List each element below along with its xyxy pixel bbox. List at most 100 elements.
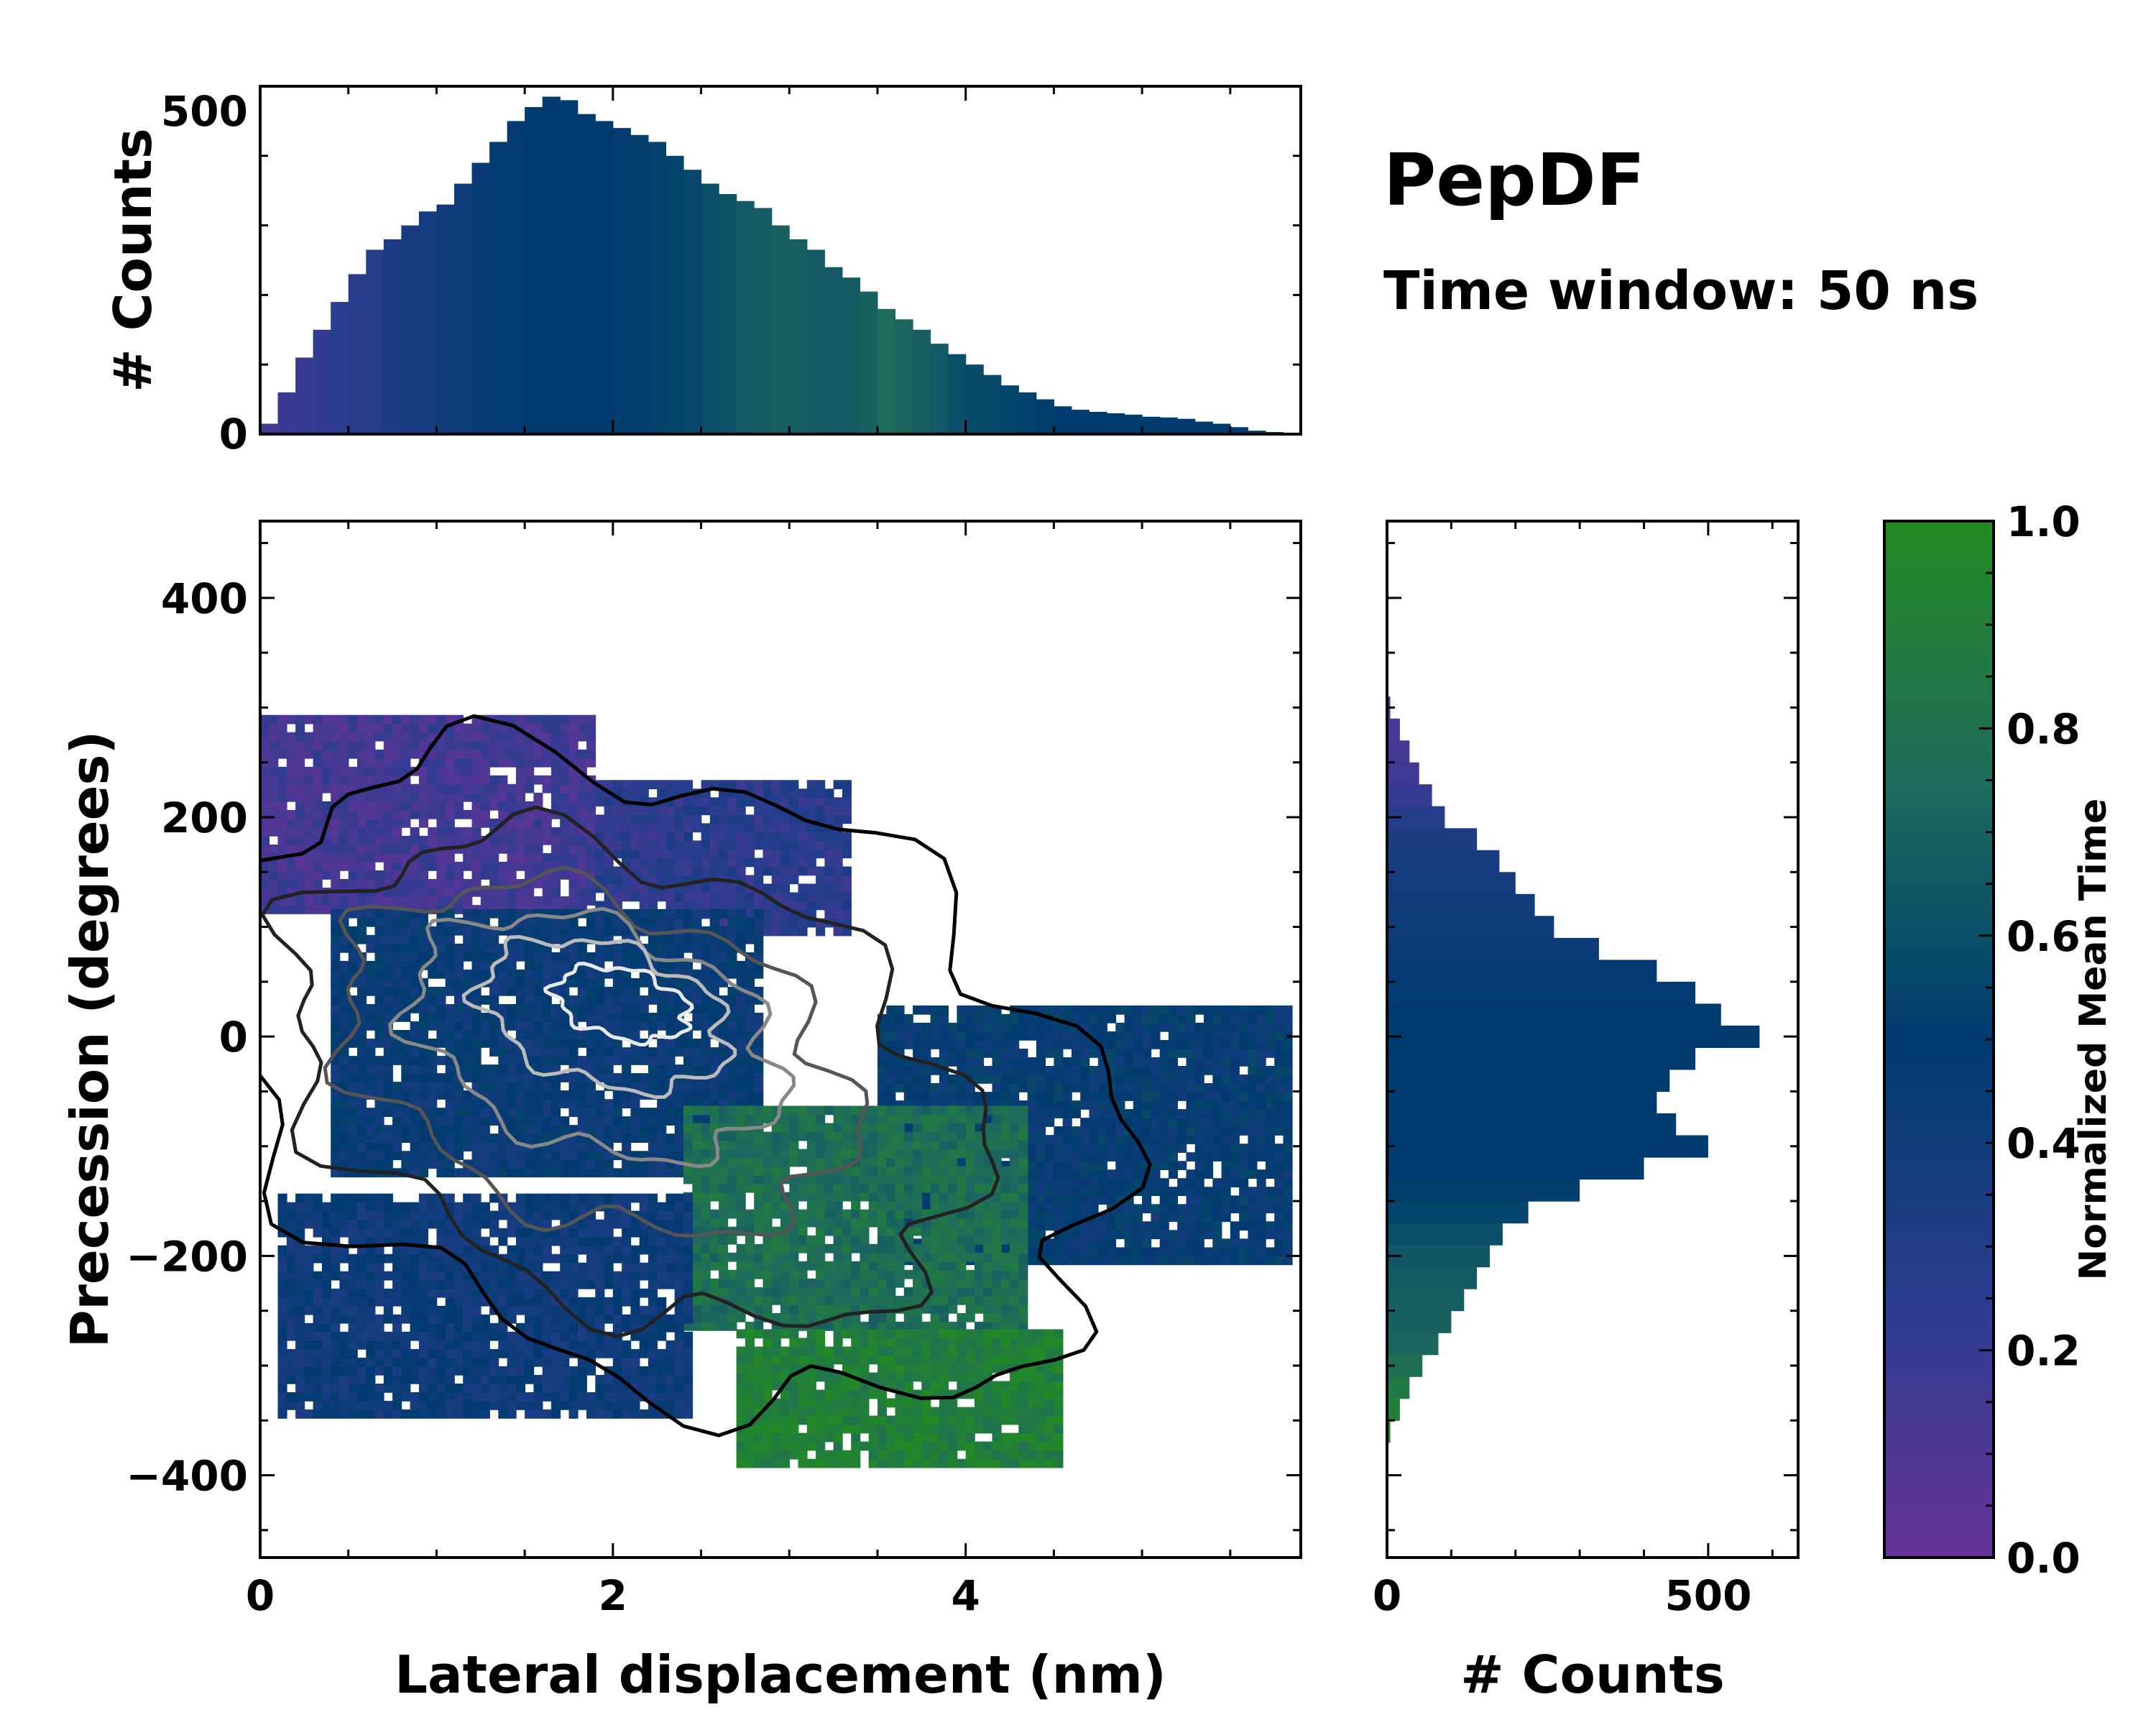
heatmap-cell: [577, 943, 587, 953]
heatmap-cell: [798, 1131, 808, 1141]
heatmap-cell: [533, 1021, 543, 1031]
heatmap-cell: [833, 1149, 843, 1159]
heatmap-cell: [471, 1099, 482, 1108]
heatmap-cell: [860, 1157, 870, 1167]
heatmap-cell: [260, 827, 270, 837]
heatmap-cell: [903, 1022, 913, 1032]
top-histogram-bar: [418, 211, 437, 434]
heatmap-cell: [1080, 1075, 1090, 1084]
heatmap-cell: [798, 849, 808, 859]
heatmap-cell: [886, 1252, 896, 1262]
heatmap-cell: [665, 1108, 676, 1117]
heatmap-cell: [612, 1056, 622, 1065]
heatmap-cell: [260, 801, 270, 811]
heatmap-cell: [816, 1226, 826, 1236]
heatmap-cell: [701, 832, 711, 842]
heatmap-cell: [868, 1149, 878, 1159]
heatmap-cell: [833, 901, 843, 911]
heatmap-cell: [895, 1200, 905, 1210]
heatmap-cell: [1274, 1144, 1284, 1153]
heatmap-cell: [560, 1090, 570, 1100]
heatmap-cell: [727, 1312, 737, 1322]
heatmap-cell: [877, 1140, 888, 1150]
heatmap-cell: [939, 1218, 949, 1228]
heatmap-cell: [806, 1183, 816, 1193]
heatmap-cell: [1204, 1066, 1214, 1075]
heatmap-cell: [745, 1166, 755, 1176]
heatmap-cell: [780, 849, 791, 859]
heatmap-cell: [1089, 1169, 1099, 1179]
heatmap-cell: [665, 780, 676, 790]
heatmap-cell: [780, 1304, 791, 1314]
heatmap-cell: [1221, 1092, 1231, 1101]
heatmap-cell: [975, 1218, 985, 1228]
heatmap-cell: [595, 908, 605, 919]
heatmap-cell: [903, 1312, 913, 1322]
heatmap-cell: [392, 896, 402, 906]
heatmap-cell: [1027, 1031, 1037, 1041]
heatmap-cell: [1036, 1213, 1046, 1223]
heatmap-cell: [1151, 1144, 1161, 1153]
heatmap-cell: [657, 1064, 667, 1074]
heatmap-cell: [674, 832, 684, 842]
heatmap-cell: [1142, 1100, 1152, 1110]
heatmap-cell: [771, 866, 781, 876]
heatmap-cell: [1221, 1126, 1231, 1136]
heatmap-cell: [568, 1090, 579, 1100]
heatmap-cell: [1177, 1247, 1187, 1257]
heatmap-cell: [383, 783, 393, 794]
heatmap-cell: [1071, 1126, 1081, 1136]
heatmap-cell: [445, 978, 455, 988]
heatmap-cell: [454, 978, 464, 988]
heatmap-cell: [1265, 1135, 1275, 1144]
heatmap-cell: [1036, 1187, 1046, 1196]
heatmap-cell: [1115, 1144, 1125, 1153]
heatmap-cell: [1212, 1152, 1222, 1162]
heatmap-cell: [401, 818, 411, 828]
heatmap-cell: [719, 866, 729, 876]
heatmap-cell: [630, 978, 640, 988]
heatmap-cell: [736, 780, 746, 790]
heatmap-cell: [798, 857, 808, 868]
heatmap-cell: [1089, 1066, 1099, 1075]
heatmap-cell: [727, 1200, 737, 1210]
heatmap-cell: [1194, 1161, 1204, 1170]
top-histogram-bar: [1124, 414, 1143, 434]
heatmap-cell: [507, 801, 517, 811]
top-histogram-bar: [842, 277, 860, 434]
heatmap-cell: [692, 1166, 702, 1176]
heatmap-cell: [957, 1321, 967, 1331]
heatmap-cell: [1018, 1075, 1028, 1084]
heatmap-cell: [939, 1049, 949, 1058]
heatmap-cell: [736, 1209, 746, 1219]
heatmap-cell: [736, 995, 746, 1005]
heatmap-cell: [648, 1125, 658, 1134]
heatmap-cell: [586, 1047, 596, 1057]
heatmap-cell: [1142, 1005, 1152, 1015]
heatmap-cell: [806, 1235, 816, 1245]
heatmap-cell: [1000, 1269, 1010, 1279]
heatmap-cell: [1062, 1230, 1072, 1240]
top-histogram-bar: [542, 96, 561, 434]
heatmap-cell: [719, 1073, 729, 1082]
heatmap-cell: [719, 960, 729, 970]
heatmap-cell: [357, 1133, 367, 1143]
heatmap-cell: [383, 766, 393, 776]
heatmap-cell: [736, 1004, 746, 1013]
heatmap-cell: [586, 978, 596, 988]
heatmap-cell: [868, 1218, 878, 1228]
heatmap-cell: [630, 1056, 640, 1065]
heatmap-cell: [542, 714, 552, 724]
heatmap-cell: [295, 723, 305, 733]
heatmap-cell: [331, 1116, 341, 1126]
heatmap-cell: [463, 853, 473, 862]
heatmap-cell: [745, 1157, 755, 1167]
heatmap-cell: [1159, 1144, 1169, 1153]
heatmap-cell: [1036, 1057, 1046, 1067]
heatmap-cell: [921, 1022, 931, 1032]
heatmap-cell: [1071, 1187, 1081, 1196]
heatmap-cell: [709, 1004, 719, 1013]
heatmap-cell: [763, 849, 773, 859]
heatmap-cell: [1194, 1144, 1204, 1153]
heatmap-cell: [1080, 1256, 1090, 1266]
